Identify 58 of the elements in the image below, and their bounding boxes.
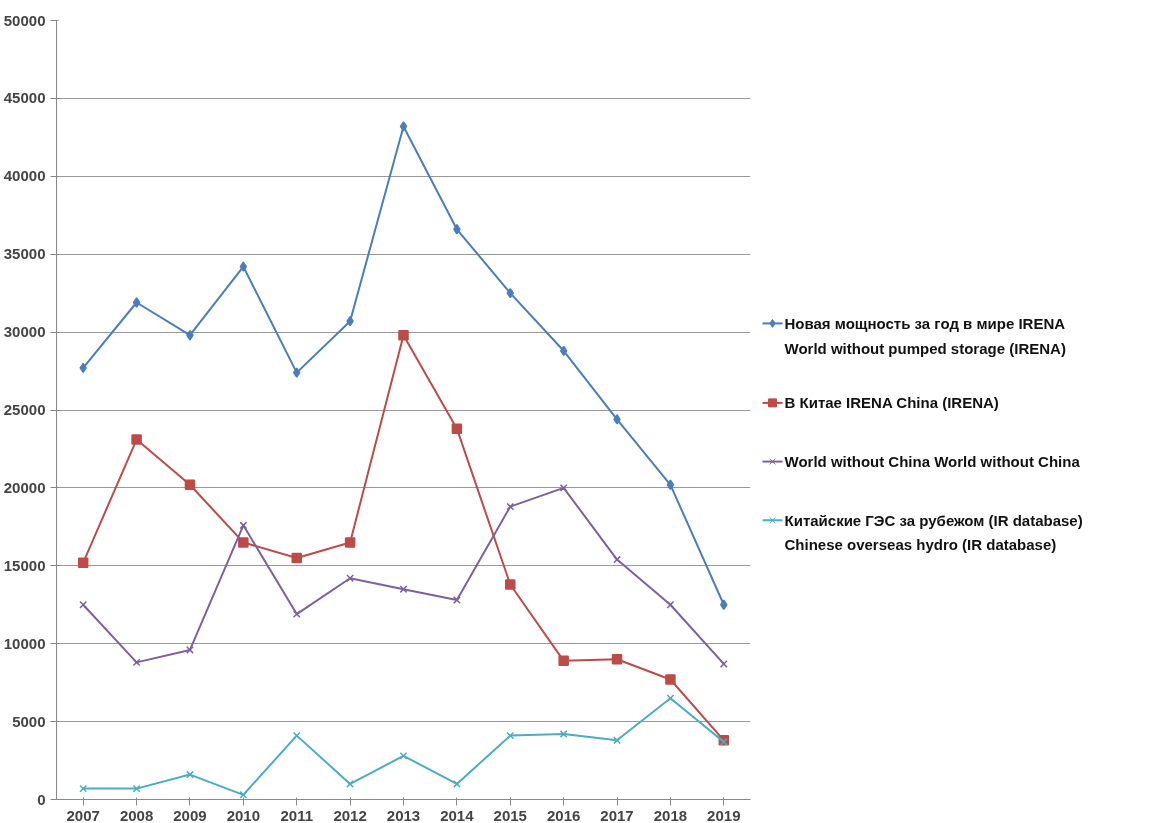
point xyxy=(238,537,249,548)
point xyxy=(505,579,516,590)
point xyxy=(77,557,89,568)
x-tick-label: 2019 xyxy=(707,806,741,823)
y-tick-label: 20000 xyxy=(3,478,46,496)
x-tick-label: 2014 xyxy=(440,806,475,823)
y-tick-label: 5000 xyxy=(12,712,46,730)
point xyxy=(506,287,515,299)
point xyxy=(613,414,621,425)
point xyxy=(132,658,141,667)
point xyxy=(665,674,676,685)
legend-label: World without China World without China xyxy=(784,453,1081,471)
y-tick-label: 0 xyxy=(37,790,46,808)
point xyxy=(344,537,356,548)
legend-label: Новая мощность за год в мире IRENA World without pumped storage (IRENA) xyxy=(784,314,1066,357)
point xyxy=(666,479,675,491)
point xyxy=(346,779,355,788)
x-tick-label: 2010 xyxy=(226,806,261,823)
point xyxy=(611,654,623,665)
x-tick-label: 2017 xyxy=(600,806,634,823)
point xyxy=(558,655,569,667)
y-tick-label: 40000 xyxy=(3,167,46,185)
x-tick-label: 2015 xyxy=(493,806,527,823)
y-tick-label: 15000 xyxy=(3,556,46,574)
point xyxy=(291,552,302,564)
x-tick-label: 2007 xyxy=(66,806,100,823)
point xyxy=(239,261,248,272)
point xyxy=(292,367,301,378)
point xyxy=(186,646,194,654)
point xyxy=(506,502,515,511)
point xyxy=(184,479,196,491)
point xyxy=(399,121,408,132)
y-tick-label: 50000 xyxy=(3,11,46,29)
point xyxy=(559,345,568,357)
x-tick-label: 2018 xyxy=(653,806,688,823)
x-tick-label: 2011 xyxy=(280,806,314,823)
point xyxy=(453,224,461,235)
point xyxy=(132,297,141,308)
point xyxy=(239,521,248,530)
legend-label: Китайские ГЭС за рубежом (IR database) Chinese overseas hydro (IR database) xyxy=(784,511,1083,554)
x-tick-label: 2016 xyxy=(546,806,581,823)
legend-label: В Китае IRENA China (IRENA) xyxy=(784,394,999,412)
y-tick-label: 25000 xyxy=(3,401,46,418)
point xyxy=(398,329,409,341)
x-tick-label: 2012 xyxy=(333,806,367,823)
y-tick-label: 45000 xyxy=(3,89,46,107)
x-tick-label: 2009 xyxy=(173,806,207,823)
point xyxy=(452,596,461,605)
point xyxy=(451,423,463,434)
point xyxy=(452,779,461,788)
x-tick-label: 2013 xyxy=(386,806,421,823)
y-tick-label: 10000 xyxy=(3,634,46,652)
point xyxy=(720,599,728,610)
y-tick-label: 30000 xyxy=(3,323,46,341)
point xyxy=(131,434,142,445)
x-tick-label: 2008 xyxy=(119,806,154,823)
point xyxy=(132,784,141,793)
y-tick-label: 35000 xyxy=(3,245,46,263)
